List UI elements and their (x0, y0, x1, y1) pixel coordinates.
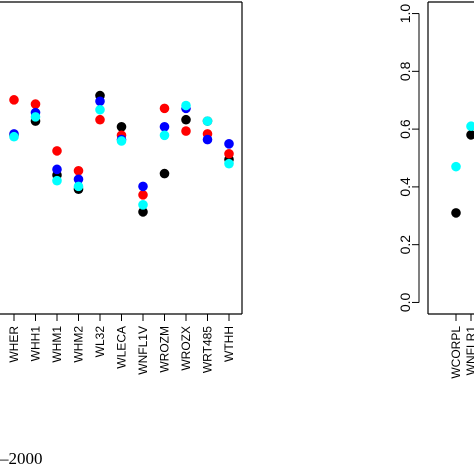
left-point-whh1-s4 (30, 112, 41, 122)
right-y-tick-label-0: 0.0 (397, 293, 413, 313)
left-point-wrt485-s4 (202, 116, 213, 126)
left-point-wl32-s3 (95, 96, 105, 107)
left-point-wthh-s4 (224, 158, 234, 169)
left-point-wnfl1v-s2 (138, 190, 148, 200)
left-x-tick-label-wrozm: WROZM (158, 326, 172, 373)
right-data-points (451, 121, 474, 218)
right-y-tick-label-4: 0.8 (397, 61, 413, 81)
left-point-wrozx-s4 (181, 100, 191, 111)
right-y-tick-label-1: 0.2 (397, 235, 413, 255)
left-point-wrozm-s2 (159, 103, 170, 114)
left-x-tick-label-wrozx: WROZX (179, 326, 193, 371)
right-point-wnflr1-s2 (466, 121, 474, 132)
left-x-tick-label-whm2: WHM2 (72, 326, 86, 363)
left-x-tick-label-wrt485: WRT485 (201, 326, 215, 373)
left-x-tick-label-wnfl1v: WNFL1V (136, 326, 150, 375)
right-y-tick-label-2: 0.4 (397, 177, 413, 197)
left-point-wrozx-s1 (181, 114, 191, 125)
left-point-wnfl1v-s3 (138, 181, 148, 192)
left-x-tick-label-wthh: WTHH (222, 326, 236, 362)
left-x-tick-label-wher: WHER (7, 326, 21, 363)
left-point-wl32-s4 (95, 104, 105, 115)
left-point-wthh-s2 (224, 148, 234, 159)
left-point-wher-s2 (9, 95, 19, 105)
left-point-wrozm-s3 (159, 122, 170, 132)
left-point-whm1-s3 (52, 164, 62, 175)
left-point-wrt485-s3 (202, 134, 213, 145)
right-x-tick-label-wcorpl: WCORPL (449, 326, 463, 379)
left-point-wleca-s4 (116, 136, 127, 146)
left-point-wrozx-s2 (181, 126, 191, 136)
left-point-wthh-s3 (224, 139, 234, 149)
caption-fragment: –2000 (0, 449, 43, 468)
left-x-tick-label-wl32: WL32 (93, 326, 107, 358)
left-data-points (9, 90, 234, 217)
left-chart: WHER WHH1 WHM1 WHM2 WL32 WLECA WNFL1V WROZM WROZ… (0, 1, 243, 375)
left-point-whm1-s4 (52, 175, 62, 186)
right-point-wcorpl-s2 (451, 161, 461, 172)
right-chart: 0.0 0.2 0.4 0.6 0.8 1.0 WCORPL WNFLR1 (397, 1, 474, 379)
left-point-whm2-s3 (73, 174, 84, 185)
left-point-wnfl1v-s4 (138, 200, 148, 210)
left-point-whh1-s2 (30, 99, 41, 109)
right-x-axis-ticks: WCORPL WNFLR1 (449, 314, 474, 379)
left-x-tick-label-whm1: WHM1 (50, 326, 64, 363)
left-point-wleca-s1 (116, 122, 127, 132)
right-point-wcorpl-s1 (451, 208, 461, 218)
right-y-axis: 0.0 0.2 0.4 0.6 0.8 1.0 (397, 4, 420, 313)
left-point-wrozm-s1 (159, 168, 170, 179)
left-x-axis-ticks: WHER WHH1 WHM1 WHM2 WL32 WLECA WNFL1V WROZM WROZ… (7, 314, 236, 375)
left-point-whm2-s4 (73, 181, 84, 192)
left-point-wl32-s2 (95, 114, 105, 125)
left-x-tick-label-whh1: WHH1 (29, 326, 43, 362)
right-y-tick-label-5: 1.0 (397, 4, 413, 24)
right-point-wnflr1-s1 (466, 130, 474, 140)
left-point-whm1-s2 (52, 146, 62, 156)
right-y-tick-label-3: 0.6 (397, 119, 413, 139)
left-point-wrozm-s4 (159, 130, 170, 141)
left-point-wnfl1v-s1 (138, 207, 148, 217)
left-x-tick-label-wleca: WLECA (115, 326, 129, 369)
left-point-wher-s4 (9, 131, 19, 142)
left-point-whm2-s2 (73, 165, 84, 176)
right-x-tick-label-wnflr1: WNFLR1 (464, 326, 474, 376)
